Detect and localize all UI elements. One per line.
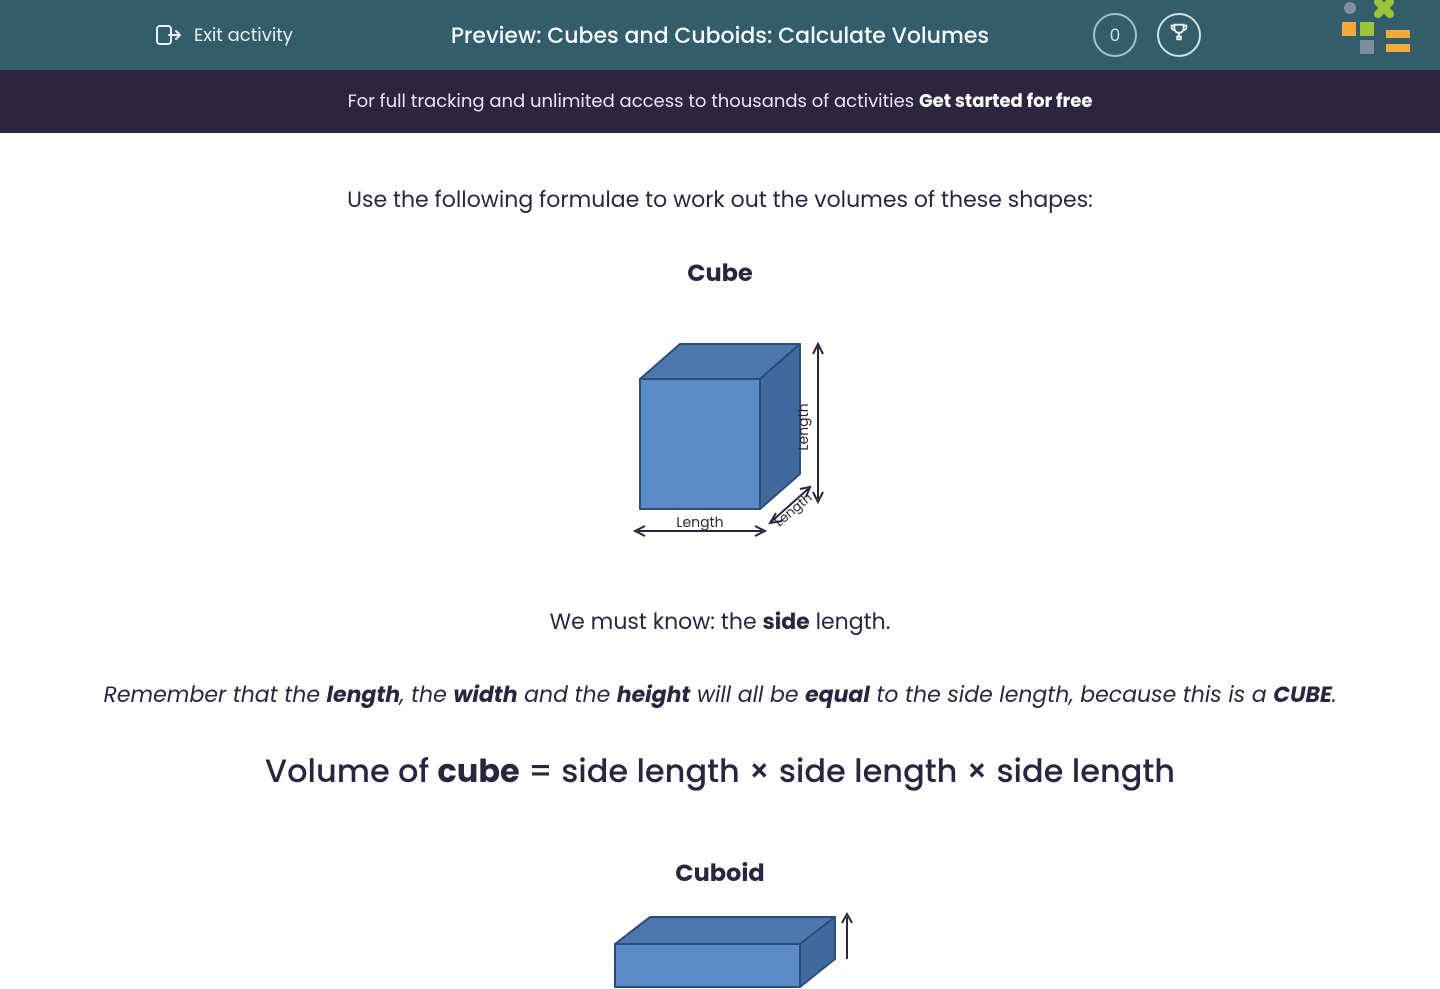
cube-remember-line: Remember that the length, the width and … xyxy=(40,678,1400,712)
promo-banner: For full tracking and unlimited access t… xyxy=(0,70,1440,133)
cuboid-section: Cuboid xyxy=(40,856,1400,989)
know-prefix: We must know: the xyxy=(550,606,763,637)
intro-text: Use the following formulae to work out t… xyxy=(40,183,1400,216)
right-controls: 0 xyxy=(1093,13,1201,57)
formula-prefix: Volume of xyxy=(265,749,438,794)
trophy-icon xyxy=(1168,21,1190,50)
know-bold: side xyxy=(762,606,809,637)
cuboid-figure xyxy=(40,909,1400,989)
cube-formula: Volume of cube = side length × side leng… xyxy=(40,748,1400,796)
banner-lead: For full tracking and unlimited access t… xyxy=(348,89,919,114)
formula-bold: cube xyxy=(437,749,519,794)
svg-text:Length: Length xyxy=(793,403,813,450)
cuboid-title: Cuboid xyxy=(40,856,1400,891)
banner-cta-link[interactable]: Get started for free xyxy=(919,89,1092,114)
content-area: Use the following formulae to work out t… xyxy=(0,133,1440,989)
trophy-button[interactable] xyxy=(1157,13,1201,57)
top-bar: Exit activity Preview: Cubes and Cuboids… xyxy=(0,0,1440,70)
decorative-shapes xyxy=(1330,0,1440,70)
cube-title: Cube xyxy=(40,256,1400,291)
cube-figure: Length Length Length xyxy=(40,309,1400,569)
formula-suffix: = side length × side length × side lengt… xyxy=(520,749,1175,794)
page-title: Preview: Cubes and Cuboids: Calculate Vo… xyxy=(451,19,989,52)
exit-label: Exit activity xyxy=(194,22,293,49)
score-badge: 0 xyxy=(1093,13,1137,57)
exit-icon xyxy=(154,21,182,49)
exit-activity-button[interactable]: Exit activity xyxy=(154,21,293,49)
know-suffix: length. xyxy=(810,606,891,637)
svg-text:Length: Length xyxy=(676,512,723,532)
cube-know-line: We must know: the side length. xyxy=(40,605,1400,638)
